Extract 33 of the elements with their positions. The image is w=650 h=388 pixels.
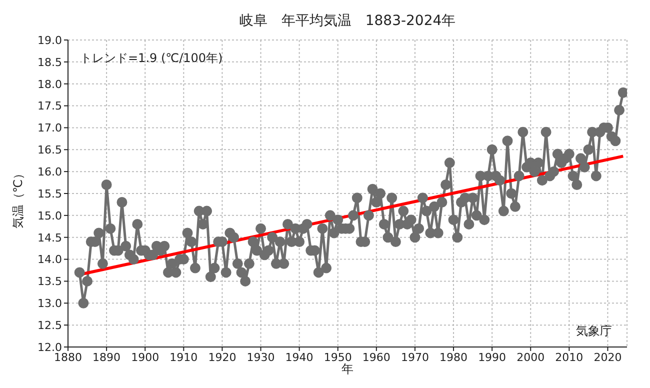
y-tick-label: 17.0 — [38, 122, 62, 135]
x-tick-label: 1950 — [324, 350, 352, 364]
x-tick-label: 1980 — [440, 350, 468, 364]
x-tick-label: 1920 — [208, 350, 236, 364]
y-tick-label: 18.5 — [38, 56, 62, 69]
y-tick-label: 17.5 — [38, 100, 62, 113]
y-axis-title: 気温（℃） — [11, 167, 25, 229]
x-tick-label: 1910 — [170, 350, 198, 364]
x-tick-label: 1900 — [131, 350, 160, 364]
annotation: トレンド=1.9 (℃/100年) — [80, 50, 223, 67]
x-tick-label: 2000 — [516, 350, 545, 364]
y-tick-label: 14.5 — [38, 231, 62, 244]
x-tick-label: 1940 — [285, 350, 314, 364]
x-tick-label: 2010 — [555, 350, 584, 364]
chart-title: 岐阜 年平均気温 1883-2024年 — [238, 12, 457, 30]
y-tick-label: 15.0 — [38, 209, 62, 222]
x-tick-label: 1970 — [400, 350, 429, 364]
y-tick-label: 19.0 — [38, 34, 62, 47]
x-axis-title: 年 — [340, 362, 354, 376]
y-tick-label: 18.0 — [38, 78, 62, 91]
x-tick-label: 1890 — [92, 350, 121, 364]
y-tick-label: 15.5 — [38, 187, 62, 200]
y-tick-label: 16.0 — [38, 165, 62, 178]
x-tick-label: 2020 — [594, 350, 622, 364]
y-tick-label: 16.5 — [38, 144, 62, 157]
x-tick-label: 1960 — [362, 350, 390, 364]
y-tick-label: 12.5 — [38, 318, 62, 332]
x-tick-label: 1930 — [246, 350, 275, 364]
y-tick-label: 13.5 — [38, 275, 62, 288]
annotation: 気象庁 — [576, 323, 612, 340]
y-tick-label: 13.0 — [38, 297, 62, 310]
x-tick-label: 1990 — [478, 350, 506, 364]
y-tick-label: 14.0 — [38, 253, 62, 266]
